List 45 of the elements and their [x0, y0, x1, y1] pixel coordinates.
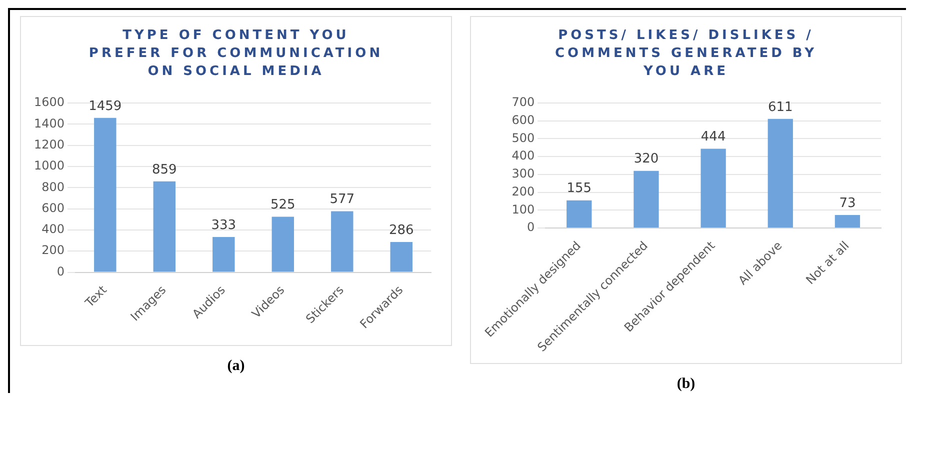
y-tick-label: 200 [42, 243, 65, 258]
data-label: 1459 [88, 98, 122, 114]
bar [212, 237, 235, 272]
data-label: 444 [700, 130, 726, 145]
bar [566, 200, 592, 228]
data-label: 859 [152, 162, 177, 178]
chart-title: POSTS/ LIKES/ DISLIKES / COMMENTS GENERATED BY YOU ARE [554, 27, 818, 81]
y-tick-label: 1200 [34, 137, 65, 152]
y-tick-label: 600 [42, 200, 65, 215]
x-tick-label: Not at all [803, 238, 852, 288]
data-label: 611 [768, 100, 793, 115]
bar [700, 148, 726, 228]
data-label: 286 [388, 222, 414, 238]
y-tick-label: 0 [526, 220, 535, 234]
chart-title: TYPE OF CONTENT YOU PREFER FOR COMMUNICATION ON SOCIAL MEDIA [88, 27, 384, 81]
y-tick-label: 700 [512, 95, 535, 110]
bar [272, 216, 294, 272]
y-tick-label: 100 [512, 202, 535, 216]
y-tick-label: 600 [512, 112, 535, 127]
y-tick-label: 0 [56, 264, 65, 278]
text: (a) [227, 358, 245, 375]
data-label: 525 [270, 198, 296, 213]
y-tick-label: 1600 [34, 95, 65, 110]
x-tick-label: Text [82, 282, 110, 311]
data-label: 333 [211, 218, 236, 233]
bar [834, 214, 860, 228]
y-tick-label: 1000 [34, 158, 65, 173]
bar [634, 170, 659, 228]
y-tick-label: 300 [512, 166, 535, 181]
bar [153, 181, 176, 272]
y-tick-label: 500 [512, 130, 535, 145]
data-label: 155 [566, 181, 592, 196]
y-tick-label: 400 [512, 148, 535, 163]
bar [768, 118, 793, 228]
data-label: 320 [634, 152, 659, 167]
y-tick-label: 200 [512, 184, 535, 198]
y-tick-label: 1400 [34, 116, 65, 130]
y-tick-label: 800 [42, 180, 65, 194]
data-label: 73 [839, 196, 856, 211]
y-tick-label: 400 [42, 222, 65, 236]
bar [94, 118, 116, 272]
text: (b) [676, 376, 696, 393]
bar [331, 211, 354, 272]
bar [390, 242, 412, 272]
data-label: 577 [330, 192, 355, 208]
